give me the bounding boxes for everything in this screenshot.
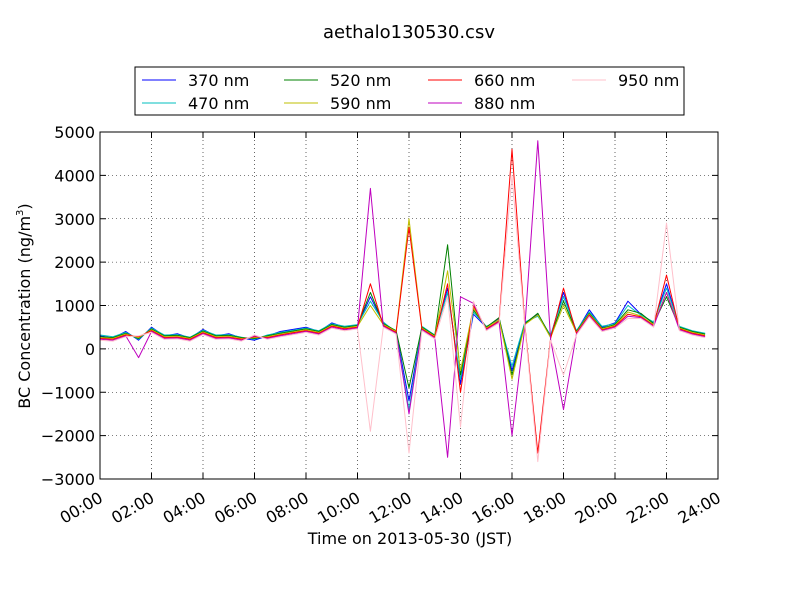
y-tick-label: 2000 <box>54 253 95 272</box>
x-tick-label: 20:00 <box>572 488 621 528</box>
legend-label: 950 nm <box>618 71 679 90</box>
y-axis-label-suffix: ) <box>15 203 34 209</box>
legend-label: 660 nm <box>474 71 535 90</box>
legend-label: 880 nm <box>474 94 535 113</box>
plot-area: −3000 −2000 −1000 0 1000 2000 3000 4000 5000 00:… <box>41 123 724 528</box>
series-lines <box>99 140 706 463</box>
legend-label: 370 nm <box>188 71 249 90</box>
y-tick-label: 3000 <box>54 210 95 229</box>
legend-label: 590 nm <box>330 94 391 113</box>
x-tick-label: 10:00 <box>314 488 363 528</box>
x-tick-label: 00:00 <box>57 488 106 528</box>
chart-title: aethalo130530.csv <box>323 22 495 43</box>
series-line-520-nm <box>99 244 706 389</box>
legend-items: 370 nm 470 nm 520 nm 590 nm 660 nm 880 nm 950 … <box>142 71 679 113</box>
y-axis: −3000 −2000 −1000 0 1000 2000 3000 4000 5000 <box>41 123 718 489</box>
y-tick-label: −1000 <box>41 383 95 402</box>
legend-label: 520 nm <box>330 71 391 90</box>
x-tick-label: 18:00 <box>520 488 569 528</box>
y-tick-label: 0 <box>85 340 95 359</box>
y-axis-label: BC Concentration (ng/m3) <box>15 203 34 408</box>
x-tick-label: 12:00 <box>366 488 415 528</box>
x-tick-label: 06:00 <box>211 488 260 528</box>
legend: 370 nm 470 nm 520 nm 590 nm 660 nm 880 nm 950 … <box>134 66 685 116</box>
x-tick-label: 04:00 <box>160 488 209 528</box>
series-line-950-nm <box>99 174 706 463</box>
y-axis-label-main: BC Concentration (ng/m <box>15 216 34 409</box>
y-tick-label: 5000 <box>54 123 95 142</box>
y-axis-label-sup: 3 <box>15 210 26 216</box>
x-tick-label: 16:00 <box>469 488 518 528</box>
legend-box <box>134 66 685 116</box>
x-tick-label: 02:00 <box>108 488 157 528</box>
x-axis-label: Time on 2013-05-30 (JST) <box>307 529 512 548</box>
y-tick-label: 1000 <box>54 297 95 316</box>
y-tick-label: −2000 <box>41 427 95 446</box>
y-tick-label: 4000 <box>54 166 95 185</box>
series-line-880-nm <box>99 140 706 458</box>
x-tick-label: 14:00 <box>417 488 466 528</box>
legend-label: 470 nm <box>188 94 249 113</box>
series-line-370-nm <box>99 283 706 402</box>
y-tick-label: −3000 <box>41 470 95 489</box>
x-tick-label: 24:00 <box>675 488 724 528</box>
x-tick-label: 08:00 <box>263 488 312 528</box>
x-tick-label: 22:00 <box>623 488 672 528</box>
series-line-590-nm <box>99 218 706 380</box>
series-line-660-nm <box>99 148 706 454</box>
